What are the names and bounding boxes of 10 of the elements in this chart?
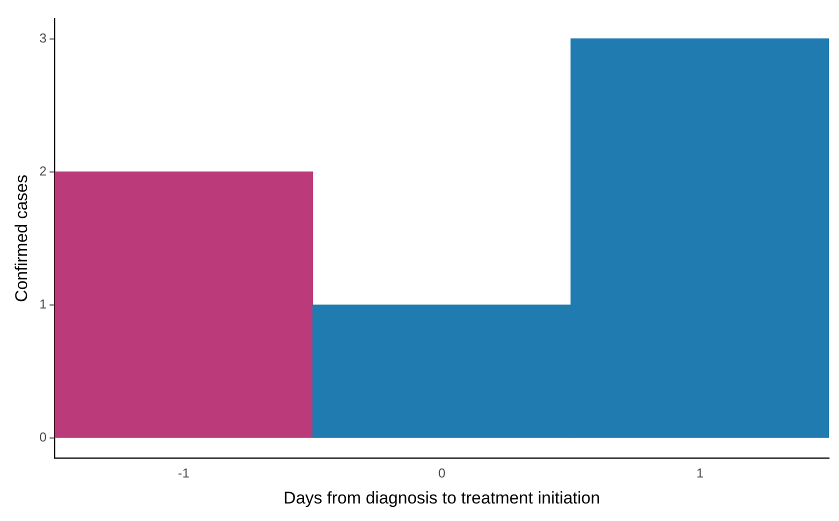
x-tick-label: 1 [696, 465, 704, 480]
y-tick-label: 3 [39, 30, 47, 46]
bar [54, 172, 314, 438]
x-tick-label: -1 [178, 465, 190, 480]
x-axis-title: Days from diagnosis to treatment initiation [284, 488, 600, 508]
y-tick-label: 2 [39, 163, 47, 178]
y-axis-title: Confirmed cases [12, 174, 31, 302]
y-tick-label: 1 [39, 296, 47, 312]
x-tick-label: 0 [438, 465, 446, 480]
y-tick-label: 0 [39, 430, 47, 445]
